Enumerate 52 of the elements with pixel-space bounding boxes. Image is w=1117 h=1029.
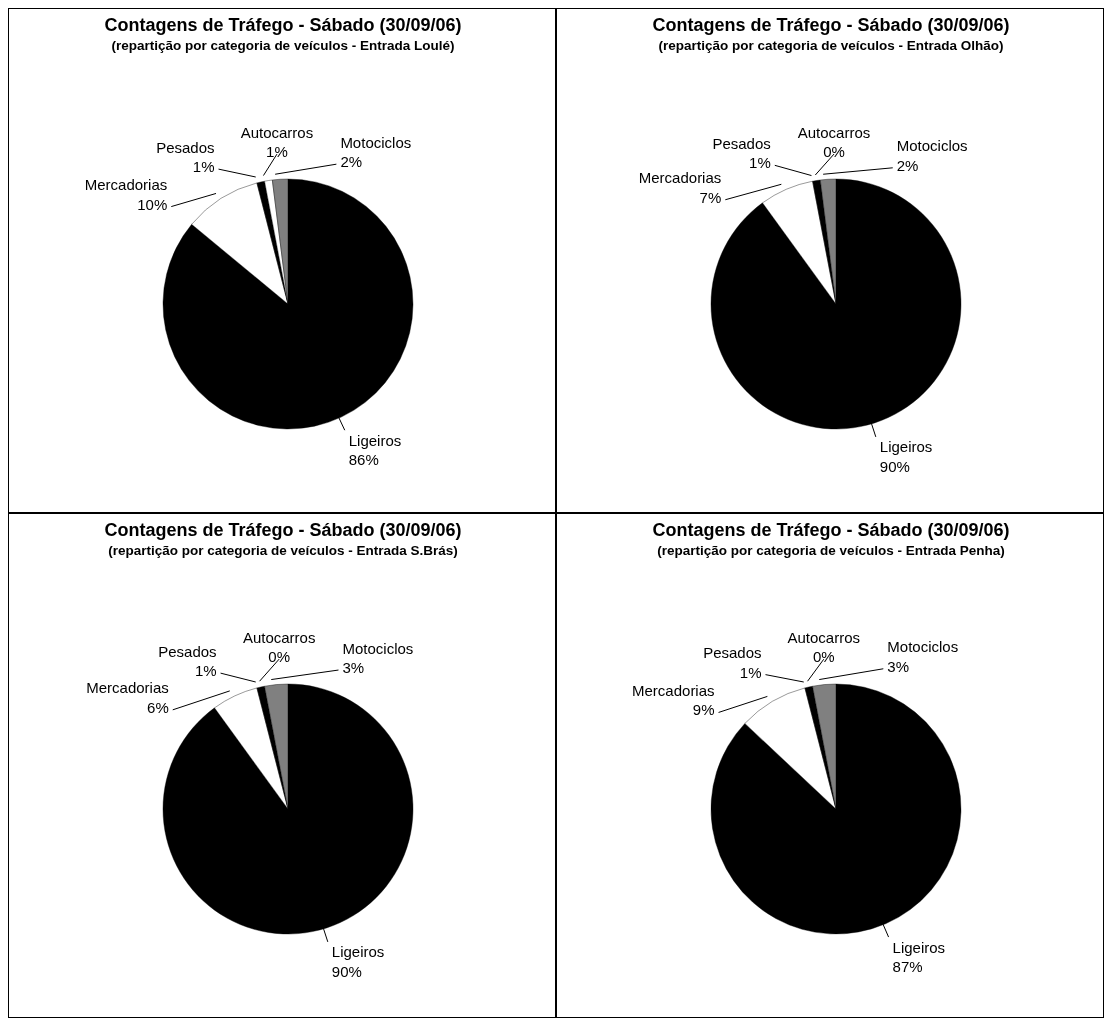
text: 0% <box>823 143 845 161</box>
chart-title: Contagens de Tráfego - Sábado (30/09/06) <box>651 15 1011 36</box>
data-label: 10% <box>137 195 168 213</box>
data-label: 1% <box>194 662 217 680</box>
category-label: Autocarros <box>797 123 871 141</box>
slice-label: Mercadorias <box>84 176 168 194</box>
pie-slice <box>744 687 837 810</box>
slice-label: Motociclos <box>887 638 959 656</box>
slice-label: Motociclos <box>342 639 414 657</box>
data-label: 90% <box>879 457 910 475</box>
data-label: 1% <box>192 158 215 176</box>
chart-subtitle: (repartição por categoria de veículos - Entrada Loulé) <box>110 38 456 53</box>
pie-slice <box>191 182 289 305</box>
slice-label: Ligeiros <box>331 943 385 961</box>
category-label: Autocarros <box>242 628 316 646</box>
category-label: Autocarros <box>787 628 861 646</box>
data-label: 1% <box>749 154 771 172</box>
data-label: 9% <box>692 701 715 719</box>
text: 0% <box>812 648 835 666</box>
slice-label: Mercadorias <box>632 681 715 699</box>
slice-label: Motociclos <box>896 137 968 155</box>
pie-slice <box>762 181 837 305</box>
slice-label: Mercadorias <box>638 169 722 187</box>
data-label: 7% <box>699 188 722 206</box>
data-label: 3% <box>342 659 365 677</box>
data-label: 2% <box>896 156 919 174</box>
data-label: 6% <box>147 698 169 716</box>
slice-label: Pesados <box>703 644 762 662</box>
pie-slice <box>214 687 289 810</box>
slice-label: Ligeiros <box>892 938 946 956</box>
data-label: 86% <box>348 451 379 469</box>
chart-subtitle: (repartição por categoria de veículos - Entrada Penha) <box>656 543 1006 558</box>
slice-label: Motociclos <box>340 133 412 151</box>
chart-subtitle: (repartição por categoria de veículos - Entrada Olhão) <box>657 38 1005 53</box>
data-label: 1% <box>739 663 762 681</box>
slice-label: Ligeiros <box>348 431 402 449</box>
data-label: 87% <box>892 958 923 976</box>
chart-title: Contagens de Tráfego - Sábado (30/09/06) <box>103 520 463 541</box>
slice-label: Mercadorias <box>86 679 169 697</box>
slice-label: Autocarros <box>240 123 314 141</box>
data-label: 1% <box>266 143 288 161</box>
chart-subtitle: (repartição por categoria de veículos - Entrada S.Brás) <box>107 543 459 558</box>
data-label: 2% <box>340 153 363 171</box>
chart-title: Contagens de Tráfego - Sábado (30/09/06) <box>103 15 463 36</box>
text: 0% <box>268 648 291 666</box>
slice-label: Pesados <box>156 138 215 156</box>
slice-label: Ligeiros <box>879 438 933 456</box>
data-label: 90% <box>331 962 362 980</box>
chart-title: Contagens de Tráfego - Sábado (30/09/06) <box>651 520 1011 541</box>
slice-label: Pesados <box>158 642 217 660</box>
slice-label: Pesados <box>712 134 771 152</box>
data-label: 3% <box>887 657 910 675</box>
